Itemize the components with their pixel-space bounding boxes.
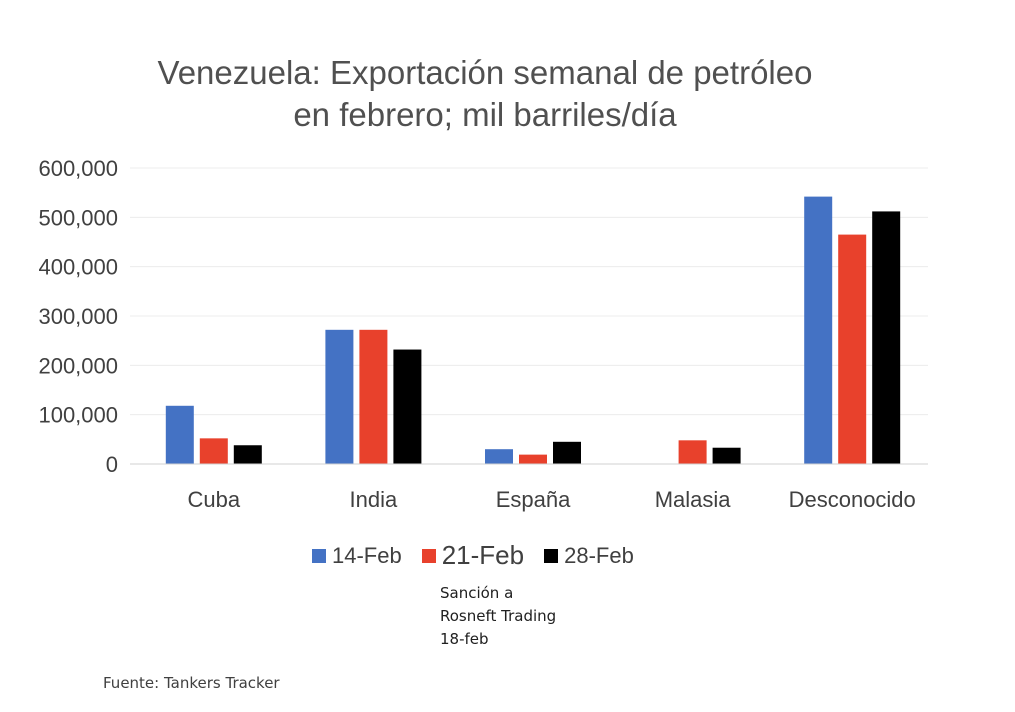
x-category-label: Desconocido: [789, 487, 916, 512]
y-tick-label: 100,000: [38, 403, 118, 428]
bar: [199, 438, 228, 464]
legend-label-28-feb: 28-Feb: [564, 542, 634, 568]
x-category-label: España: [496, 487, 571, 512]
y-tick-label: 400,000: [38, 255, 118, 280]
bar: [393, 349, 422, 464]
bar: [519, 454, 547, 464]
chart-title: Venezuela: Exportación semanal de petról…: [0, 52, 970, 136]
legend-swatch-28-feb: [544, 548, 559, 563]
y-tick-label: 300,000: [38, 304, 118, 329]
sanction-annotation: Sanción a Rosneft Trading 18-feb: [440, 582, 556, 651]
legend: 14-Feb 21-Feb 28-Feb: [312, 540, 654, 571]
bar: [325, 329, 354, 464]
bar: [678, 440, 707, 464]
y-tick-label: 0: [106, 452, 118, 477]
bar: [553, 441, 581, 464]
y-tick-label: 600,000: [38, 156, 118, 181]
bar: [872, 211, 901, 464]
legend-label-14-feb: 14-Feb: [332, 542, 402, 568]
y-tick-label: 500,000: [38, 205, 118, 230]
bar-chart: 0 100,000 200,000 300,000 400,000 500,000 600,…: [38, 156, 928, 512]
annotation-line-1: Sanción a: [440, 584, 514, 602]
bar: [233, 445, 262, 464]
bar: [485, 449, 513, 464]
x-category-label: Cuba: [188, 487, 241, 512]
annotation-line-2: Rosneft Trading: [440, 607, 557, 625]
annotation-line-3: 18-feb: [440, 630, 489, 648]
legend-swatch-14-feb: [312, 548, 326, 563]
bars: [165, 196, 901, 464]
x-category-label: India: [350, 487, 398, 512]
legend-label-21-feb: 21-Feb: [441, 540, 525, 570]
gridlines: [130, 167, 928, 416]
bar: [359, 329, 388, 464]
x-category-label: Malasia: [655, 487, 732, 512]
x-axis-categories: Cuba India España Malasia Desconocido: [188, 487, 916, 512]
source-note: Fuente: Tankers Tracker: [103, 674, 280, 692]
legend-item-21-feb: 21-Feb: [421, 540, 525, 571]
bar: [838, 234, 867, 464]
y-tick-label: 200,000: [38, 353, 118, 378]
legend-swatch-21-feb: [421, 548, 436, 563]
y-axis-ticks: 0 100,000 200,000 300,000 400,000 500,000 600,…: [38, 156, 118, 477]
bar: [804, 196, 833, 464]
legend-item-28-feb: 28-Feb: [544, 543, 634, 569]
chart-title-line-2: en febrero; mil barriles/día: [293, 96, 677, 133]
chart-title-line-1: Venezuela: Exportación semanal de petról…: [157, 54, 813, 91]
bar: [165, 405, 194, 464]
bar: [712, 447, 741, 464]
legend-item-14-feb: 14-Feb: [312, 543, 402, 569]
